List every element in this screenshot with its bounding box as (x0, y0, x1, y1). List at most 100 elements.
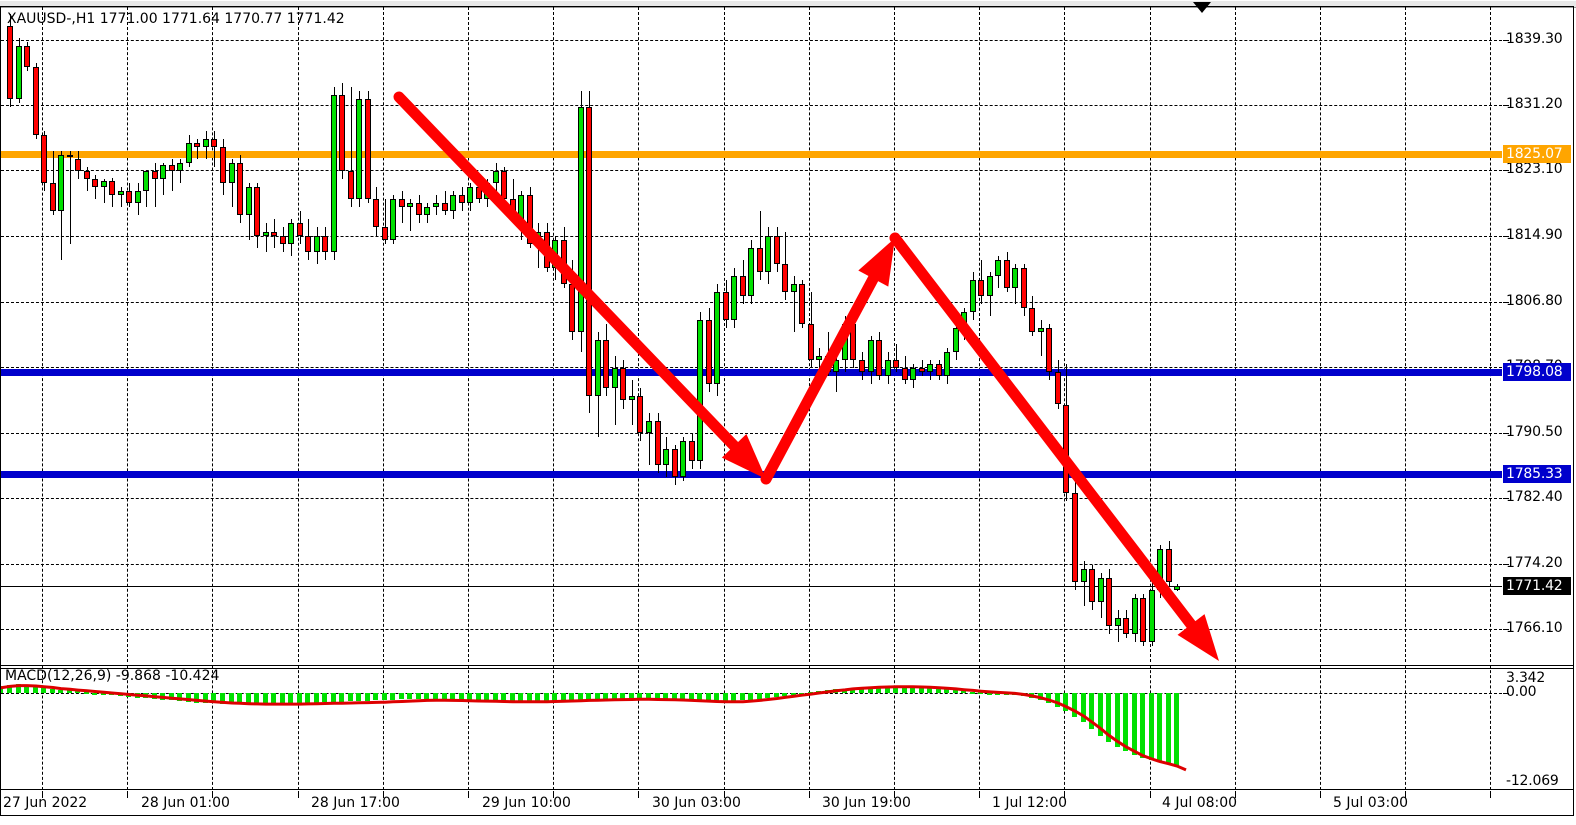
macd-histogram-bar (535, 693, 540, 702)
candle-body-bearish (902, 368, 908, 381)
macd-histogram-bar (868, 687, 873, 693)
vertical-gridline (724, 665, 725, 790)
macd-histogram-bar (280, 693, 285, 704)
price-axis-label: 1806.80 (1506, 292, 1563, 309)
candle-wick (87, 167, 88, 192)
candle-body-bearish (757, 247, 763, 272)
macd-histogram-bar (527, 693, 532, 702)
macd-signal-polyline (1, 684, 1187, 772)
candle-body-bearish (1106, 577, 1112, 626)
candle-body-bearish (7, 26, 13, 99)
macd-histogram-bar (476, 693, 481, 702)
pane-separator-top (1, 665, 1574, 666)
candle-body-bearish (1055, 372, 1061, 405)
candle-body-bearish (211, 138, 217, 147)
candle-body-bullish (263, 231, 269, 236)
macd-pane[interactable]: MACD(12,26,9) -9.868 -10.424 (1, 665, 1502, 790)
macd-signal-line (1, 684, 1187, 772)
downtrend-arrow-3-head[interactable] (1177, 614, 1219, 661)
vertical-gridline (1150, 7, 1151, 662)
time-axis-tick (724, 791, 725, 798)
candle-body-bullish (186, 142, 192, 164)
vertical-gridline (553, 665, 554, 790)
level-line-support-1785[interactable] (1, 471, 1502, 479)
horizontal-scrollbar[interactable] (0, 0, 1576, 8)
downtrend-arrow-3-shaft[interactable] (889, 232, 1203, 638)
macd-histogram-bar (518, 693, 523, 702)
candle-body-bearish (459, 195, 465, 204)
candle-wick (155, 163, 156, 208)
macd-histogram-bar (902, 686, 907, 693)
macd-histogram-bar (41, 687, 46, 693)
macd-histogram-bar (689, 693, 694, 702)
macd-histogram-bar (629, 693, 634, 700)
price-gridline (1, 39, 1502, 41)
candle-body-bearish (416, 203, 422, 216)
candle-body-bearish (382, 227, 388, 240)
macd-histogram-bar (1157, 693, 1162, 762)
candle-body-bullish (970, 279, 976, 312)
candle-wick (836, 352, 837, 393)
macd-histogram-bar (348, 693, 353, 702)
candle-body-bearish (859, 360, 865, 373)
candle-body-bearish (1004, 259, 1010, 288)
candle-body-bullish (791, 283, 797, 292)
candle-wick (121, 187, 122, 208)
candle-body-bullish (714, 291, 720, 385)
price-pane[interactable]: XAUUSD-,H1 1771.00 1771.64 1770.77 1771.… (1, 7, 1502, 662)
candle-body-bullish (1038, 328, 1044, 333)
candle-body-bearish (1089, 569, 1095, 602)
candle-wick (214, 130, 215, 168)
candle-body-bearish (782, 263, 788, 292)
candle-body-bullish (748, 247, 754, 296)
candle-body-bullish (314, 235, 320, 252)
candle-body-bullish (953, 328, 959, 353)
time-axis[interactable]: 27 Jun 2022 28 Jun 01:00 28 Jun 17:00 29 Ju… (1, 791, 1502, 815)
price-axis[interactable]: 1839.30 1831.20 1823.10 1814.90 1806.80 1798.… (1503, 7, 1574, 790)
time-axis-label: 29 Jun 10:00 (482, 795, 571, 811)
vertical-gridline (383, 7, 384, 662)
macd-histogram-bar (859, 687, 864, 693)
macd-histogram-bar (75, 691, 80, 694)
macd-histogram-bar (493, 693, 498, 702)
macd-histogram-bar (305, 693, 310, 703)
candle-body-bullish (407, 203, 413, 208)
candle-body-bullish (910, 368, 916, 381)
downtrend-arrow-1-head[interactable] (721, 434, 766, 479)
vertical-gridline (1405, 7, 1406, 662)
time-axis-tick (1064, 791, 1065, 798)
candle-body-bearish (237, 163, 243, 216)
current-price-tag: 1771.42 (1503, 577, 1571, 596)
candle-body-bearish (1123, 617, 1129, 634)
downtrend-arrow-1-shaft[interactable] (393, 91, 747, 459)
price-gridline (1, 563, 1502, 565)
uptrend-arrow-2-shaft[interactable] (760, 264, 884, 485)
price-axis-label: 1839.30 (1506, 30, 1563, 47)
macd-histogram-bar (92, 692, 97, 695)
macd-histogram-bar (1149, 693, 1154, 761)
vertical-gridline (298, 665, 299, 790)
uptrend-arrow-2-head[interactable] (858, 238, 895, 287)
macd-histogram-bar (595, 693, 600, 700)
candle-body-bullish (356, 98, 362, 200)
level-line-resistance-1825[interactable] (1, 151, 1502, 159)
scrollbar-thumb[interactable] (0, 0, 1576, 8)
price-axis-label: 1814.90 (1506, 227, 1563, 244)
candle-body-bullish (578, 106, 584, 333)
current-price-line (1, 586, 1502, 588)
level-line-support-1798[interactable] (1, 368, 1502, 376)
macd-histogram-bar (58, 689, 63, 693)
candle-body-bullish (1174, 586, 1180, 590)
price-axis-tick (1503, 629, 1509, 630)
macd-histogram-bar (229, 693, 234, 705)
candle-wick (172, 159, 173, 192)
vertical-gridline (42, 7, 43, 662)
price-axis-tick (1503, 39, 1509, 41)
macd-histogram-bar (1166, 693, 1171, 764)
macd-histogram-bar (552, 693, 557, 702)
macd-histogram-bar (731, 693, 736, 702)
candle-body-bullish (450, 195, 456, 212)
price-gridline (1, 170, 1502, 172)
time-axis-label: 1 Jul 12:00 (992, 795, 1068, 811)
